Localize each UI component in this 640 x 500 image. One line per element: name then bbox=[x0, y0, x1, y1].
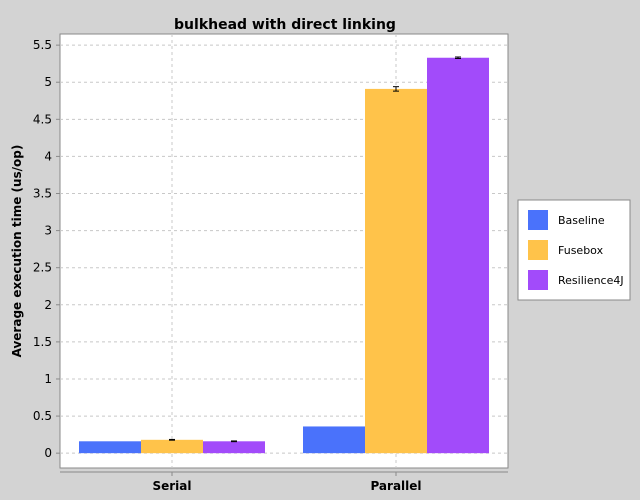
error-bar-resilience4j-parallel bbox=[455, 56, 461, 59]
y-tick-label-5: 2.5 bbox=[33, 261, 52, 275]
y-tick-label-0: 0 bbox=[44, 446, 52, 460]
legend-label-resilience4j: Resilience4J bbox=[558, 274, 624, 287]
legend-item-baseline: Baseline bbox=[528, 210, 605, 230]
x-axis-categories: Serial Parallel bbox=[152, 472, 422, 493]
y-axis-label: Average execution time (us/op) bbox=[10, 145, 24, 358]
y-tick-label-8: 4 bbox=[44, 149, 52, 163]
bar-fusebox-serial bbox=[141, 439, 203, 454]
legend: Baseline Fusebox Resilience4J bbox=[517, 199, 631, 301]
legend-label-fusebox: Fusebox bbox=[558, 244, 604, 257]
legend-item-resilience4j: Resilience4J bbox=[528, 270, 624, 290]
legend-swatch-fusebox bbox=[528, 240, 548, 260]
chart-title: bulkhead with direct linking bbox=[174, 17, 396, 33]
error-bar-fusebox-parallel bbox=[393, 86, 399, 92]
y-tick-label-1: 0.5 bbox=[33, 409, 52, 423]
error-bar-resilience4j-serial bbox=[231, 440, 237, 443]
legend-label-baseline: Baseline bbox=[558, 214, 605, 227]
error-bar-fusebox-serial bbox=[169, 438, 175, 441]
legend-swatch-resilience4j bbox=[528, 270, 548, 290]
bar-fusebox-parallel bbox=[365, 88, 427, 454]
bars bbox=[79, 57, 489, 454]
bar-resilience4j-serial bbox=[203, 441, 265, 454]
x-category-label-0: Serial bbox=[152, 479, 191, 493]
bar-baseline-parallel bbox=[303, 426, 365, 454]
bar-baseline-serial bbox=[79, 441, 141, 454]
x-category-label-1: Parallel bbox=[370, 479, 421, 493]
y-tick-label-9: 4.5 bbox=[33, 112, 52, 126]
y-tick-label-10: 5 bbox=[44, 75, 52, 89]
y-tick-label-2: 1 bbox=[44, 372, 52, 386]
y-tick-label-4: 2 bbox=[44, 298, 52, 312]
legend-item-fusebox: Fusebox bbox=[528, 240, 604, 260]
y-tick-label-6: 3 bbox=[44, 224, 52, 238]
error-bars bbox=[169, 56, 461, 443]
legend-swatch-baseline bbox=[528, 210, 548, 230]
y-tick-label-3: 1.5 bbox=[33, 335, 52, 349]
y-tick-label-7: 3.5 bbox=[33, 187, 52, 201]
bar-resilience4j-parallel bbox=[427, 57, 489, 454]
y-tick-label-11: 5.5 bbox=[33, 38, 52, 52]
y-axis-ticks: 0 0.5 1 1.5 2 2.5 3 3.5 4 4.5 5 5.5 bbox=[33, 38, 60, 460]
